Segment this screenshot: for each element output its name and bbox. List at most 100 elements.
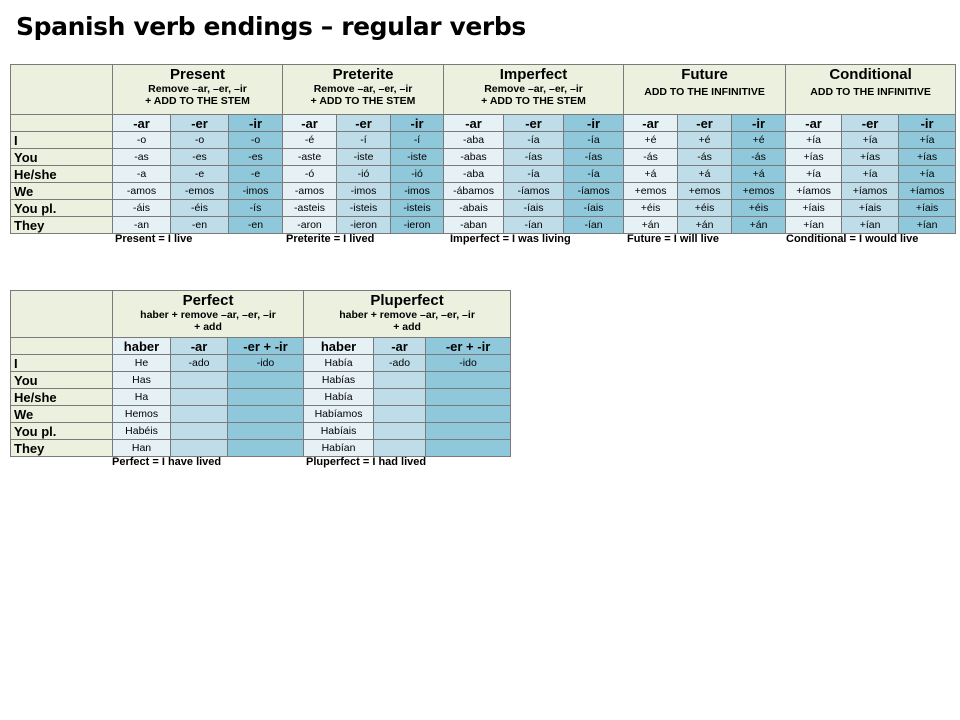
pronoun-label: He/she xyxy=(10,388,113,406)
ending-header-ir: -ir xyxy=(731,114,787,132)
ending-cell xyxy=(373,371,427,389)
ending-cell: He xyxy=(112,354,171,372)
pronoun-label: We xyxy=(10,182,113,200)
ending-cell xyxy=(373,439,427,457)
ending-cell: +ían xyxy=(898,216,957,234)
ending-cell: +éis xyxy=(731,199,787,217)
pronoun-label: They xyxy=(10,439,113,457)
tense-rule: ADD TO THE INFINITIVE xyxy=(810,86,931,98)
table-row: You pl. -áis -éis -ís -asteis -isteis -isteis -… xyxy=(10,199,957,217)
ending-cell xyxy=(226,371,305,389)
ending-header-ar: -ar xyxy=(282,114,338,132)
tense-name: Future xyxy=(681,66,728,83)
ending-cell: -abais xyxy=(443,199,505,217)
ending-cell: +án xyxy=(677,216,733,234)
ending-header-ir: -ir xyxy=(227,114,284,132)
ending-cell: -o xyxy=(170,131,229,149)
ending-cell: Habíamos xyxy=(303,405,375,423)
ending-cell: +ía xyxy=(841,131,900,149)
ending-cell: +á xyxy=(731,165,787,183)
ending-header-ar: -ar xyxy=(623,114,679,132)
ending-header-er: -er xyxy=(336,114,392,132)
ending-cell xyxy=(373,422,427,440)
column-header-ar: -ar xyxy=(170,337,228,355)
column-header-er-ir: -er + -ir xyxy=(226,337,305,355)
ending-cell xyxy=(226,422,305,440)
corner-cell xyxy=(10,290,113,338)
ending-header-er: -er xyxy=(170,114,229,132)
ending-header-ar: -ar xyxy=(112,114,171,132)
ending-cell: Había xyxy=(303,354,375,372)
ending-cell xyxy=(425,388,512,406)
tense-header-present: Present Remove –ar, –er, –ir + ADD TO THE … xyxy=(111,64,284,115)
ending-cell: -ían xyxy=(563,216,625,234)
ending-cell: +ían xyxy=(785,216,843,234)
tense-header-pluperfect: Pluperfect haber + remove –ar, –er, –ir + … xyxy=(303,290,512,338)
ending-cell: -en xyxy=(170,216,229,234)
ending-header-ir: -ir xyxy=(898,114,957,132)
ending-cell: -íais xyxy=(503,199,565,217)
ending-cell: -amos xyxy=(112,182,171,200)
ending-cell: -amos xyxy=(282,182,338,200)
ending-cell: -ías xyxy=(503,148,565,166)
ending-cell: +emos xyxy=(731,182,787,200)
pronoun-label: I xyxy=(10,131,113,149)
compound-tenses-table: Perfect haber + remove –ar, –er, –ir + add… xyxy=(10,290,512,457)
tense-name: Conditional xyxy=(829,66,912,83)
table-row: I -o -o -o -é -í -í -aba -ía -ía +é +é +é +ía +ía +ía xyxy=(10,131,957,149)
ending-cell: +ías xyxy=(898,148,957,166)
ending-cell: -an xyxy=(112,216,171,234)
ending-cell: -imos xyxy=(227,182,284,200)
pronoun-label: You xyxy=(10,148,113,166)
tense-rule-note: + add xyxy=(393,321,421,333)
pronoun-label: You pl. xyxy=(10,422,113,440)
tense-caption: Imperfect = I was living xyxy=(450,233,571,245)
tense-caption: Pluperfect = I had lived xyxy=(306,456,427,468)
tense-rule-note: + ADD TO THE STEM xyxy=(481,95,586,107)
ending-cell: -as xyxy=(112,148,171,166)
ending-cell: +án xyxy=(731,216,787,234)
ending-cell: -aba xyxy=(443,131,505,149)
ending-cell xyxy=(226,405,305,423)
ending-cell: +é xyxy=(731,131,787,149)
tense-header-imperfect: Imperfect Remove –ar, –er, –ir + ADD TO TH… xyxy=(443,64,625,115)
ending-cell: -éis xyxy=(170,199,229,217)
ending-cell: +emos xyxy=(677,182,733,200)
tense-rule: haber + remove –ar, –er, –ir xyxy=(140,309,276,321)
ending-cell xyxy=(373,405,427,423)
ending-cell: -es xyxy=(227,148,284,166)
ending-cell xyxy=(170,371,228,389)
ending-header-ir: -ir xyxy=(563,114,625,132)
table-row: You pl. Habéis Habíais xyxy=(10,422,512,440)
ending-cell: -ó xyxy=(282,165,338,183)
ending-cell: +ía xyxy=(898,131,957,149)
ending-cell: Hemos xyxy=(112,405,171,423)
ending-cell: +íamos xyxy=(785,182,843,200)
tense-rule: Remove –ar, –er, –ir xyxy=(484,83,583,95)
ending-cell: -íamos xyxy=(503,182,565,200)
ending-cell: +íais xyxy=(841,199,900,217)
ending-cell: -iste xyxy=(390,148,445,166)
ending-cell: -ía xyxy=(563,131,625,149)
ending-cell: +ías xyxy=(785,148,843,166)
ending-cell xyxy=(170,439,228,457)
ending-cell: +á xyxy=(623,165,679,183)
ending-cell: -asteis xyxy=(282,199,338,217)
tense-rule: haber + remove –ar, –er, –ir xyxy=(339,309,475,321)
table-row: They -an -en -en -aron -ieron -ieron -aban -ían -… xyxy=(10,216,957,234)
ending-cell: +íamos xyxy=(841,182,900,200)
ending-cell: +ían xyxy=(841,216,900,234)
ending-cell: +íamos xyxy=(898,182,957,200)
tense-caption: Conditional = I would live xyxy=(786,233,919,245)
ending-cell: +éis xyxy=(677,199,733,217)
ending-cell: -ábamos xyxy=(443,182,505,200)
ending-cell: -ís xyxy=(227,199,284,217)
tense-rule: Remove –ar, –er, –ir xyxy=(313,83,413,95)
tense-caption: Perfect = I have lived xyxy=(112,456,222,468)
tense-header-conditional: Conditional ADD TO THE INFINITIVE xyxy=(785,64,957,115)
ending-cell: -íais xyxy=(563,199,625,217)
ending-cell: Has xyxy=(112,371,171,389)
ending-cell: -aste xyxy=(282,148,338,166)
pronoun-label: I xyxy=(10,354,113,372)
ending-cell: Habéis xyxy=(112,422,171,440)
